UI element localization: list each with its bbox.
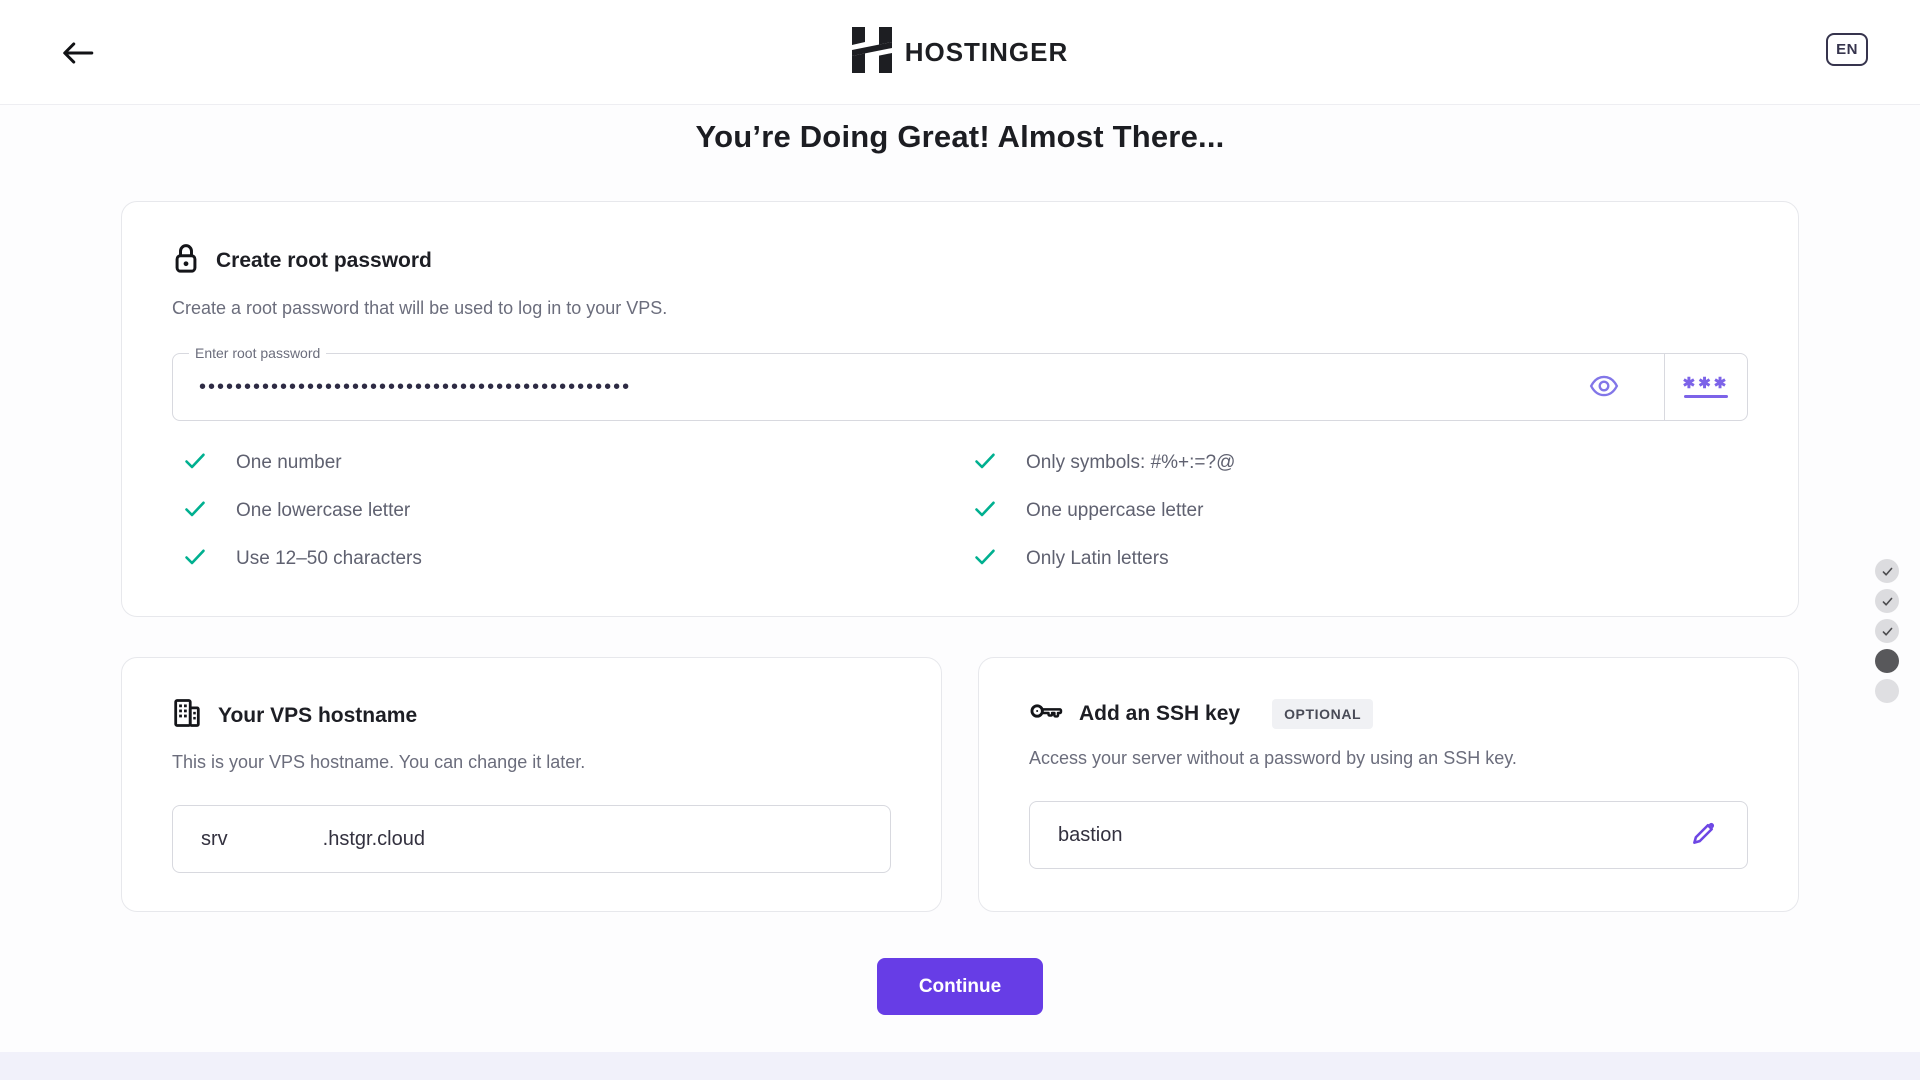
footer-strip (0, 1052, 1920, 1080)
password-generator-icon: ✱✱✱ (1682, 374, 1730, 392)
hostname-suffix: .hstgr.cloud (322, 827, 425, 850)
progress-step-done (1875, 559, 1899, 583)
brand-logo: HOSTINGER (851, 26, 1069, 78)
eye-icon (1589, 374, 1619, 401)
check-icon (184, 452, 206, 475)
progress-step-current (1875, 649, 1899, 673)
rule-item: One uppercase letter (962, 487, 1748, 535)
rule-label: Only Latin letters (1026, 548, 1169, 569)
card-description: Access your server without a password by… (1029, 748, 1517, 768)
checklist-right-column: Only symbols: #%+:=?@ One uppercase lett… (960, 439, 1748, 583)
rule-item: One number (172, 439, 960, 487)
check-icon (184, 548, 206, 571)
card-title: Your VPS hostname (218, 703, 418, 727)
optional-badge: OPTIONAL (1272, 698, 1374, 729)
password-rules-checklist: One number One lowercase letter Use 12–5… (172, 439, 1748, 583)
checklist-left-column: One number One lowercase letter Use 12–5… (172, 439, 960, 583)
progress-step-upcoming (1875, 679, 1899, 703)
root-password-field: Enter root password ••••••••••••••••••••… (172, 345, 1748, 421)
rule-item: Only Latin letters (962, 535, 1748, 583)
rule-label: One uppercase letter (1026, 500, 1204, 521)
card-title: Create root password (216, 248, 432, 272)
check-icon (974, 548, 996, 571)
check-icon (184, 500, 206, 523)
toggle-password-visibility-button[interactable] (1581, 354, 1627, 420)
hostname-field[interactable]: srv .hstgr.cloud (172, 805, 891, 873)
rule-label: One number (236, 452, 342, 473)
input-label: Enter root password (189, 345, 327, 361)
card-description: This is your VPS hostname. You can chang… (172, 752, 586, 772)
rule-label: One lowercase letter (236, 500, 411, 521)
password-generator-underline (1684, 394, 1728, 398)
progress-step-done (1875, 619, 1899, 643)
building-icon (172, 698, 202, 733)
main-content: Create root password Create a root passw… (121, 201, 1799, 1015)
key-icon (1029, 698, 1063, 729)
rule-item: Use 12–50 characters (172, 535, 960, 583)
language-selector[interactable]: EN (1826, 33, 1868, 66)
hostname-prefix: srv (201, 827, 228, 850)
top-bar: HOSTINGER EN (0, 0, 1920, 105)
ssh-key-name: bastion (1058, 823, 1123, 846)
continue-button[interactable]: Continue (877, 958, 1043, 1015)
password-input[interactable]: ••••••••••••••••••••••••••••••••••••••••… (199, 375, 632, 398)
arrow-left-icon (61, 38, 95, 71)
rule-item: One lowercase letter (172, 487, 960, 535)
card-title: Add an SSH key (1079, 701, 1241, 725)
rule-label: Only symbols: #%+:=?@ (1026, 452, 1236, 473)
create-root-password-card: Create root password Create a root passw… (121, 201, 1799, 617)
progress-step-done (1875, 589, 1899, 613)
check-icon (974, 452, 996, 475)
rule-label: Use 12–50 characters (236, 548, 422, 569)
ssh-key-card: Add an SSH key OPTIONAL Access your serv… (978, 657, 1799, 912)
vps-hostname-card: Your VPS hostname This is your VPS hostn… (121, 657, 942, 912)
check-icon (974, 500, 996, 523)
ssh-key-field[interactable]: bastion (1029, 801, 1748, 869)
rule-item: Only symbols: #%+:=?@ (962, 439, 1748, 487)
lock-icon (172, 242, 200, 279)
generate-password-button[interactable]: ✱✱✱ (1664, 354, 1747, 420)
progress-steps (1875, 559, 1899, 703)
card-description: Create a root password that will be used… (172, 298, 668, 318)
back-button[interactable] (56, 32, 100, 76)
edit-ssh-key-button[interactable] (1683, 805, 1723, 865)
hostinger-logo-icon (851, 26, 892, 78)
brand-wordmark: HOSTINGER (904, 36, 1069, 67)
page-title: You’re Doing Great! Almost There... (695, 119, 1225, 154)
pencil-icon (1689, 820, 1717, 851)
